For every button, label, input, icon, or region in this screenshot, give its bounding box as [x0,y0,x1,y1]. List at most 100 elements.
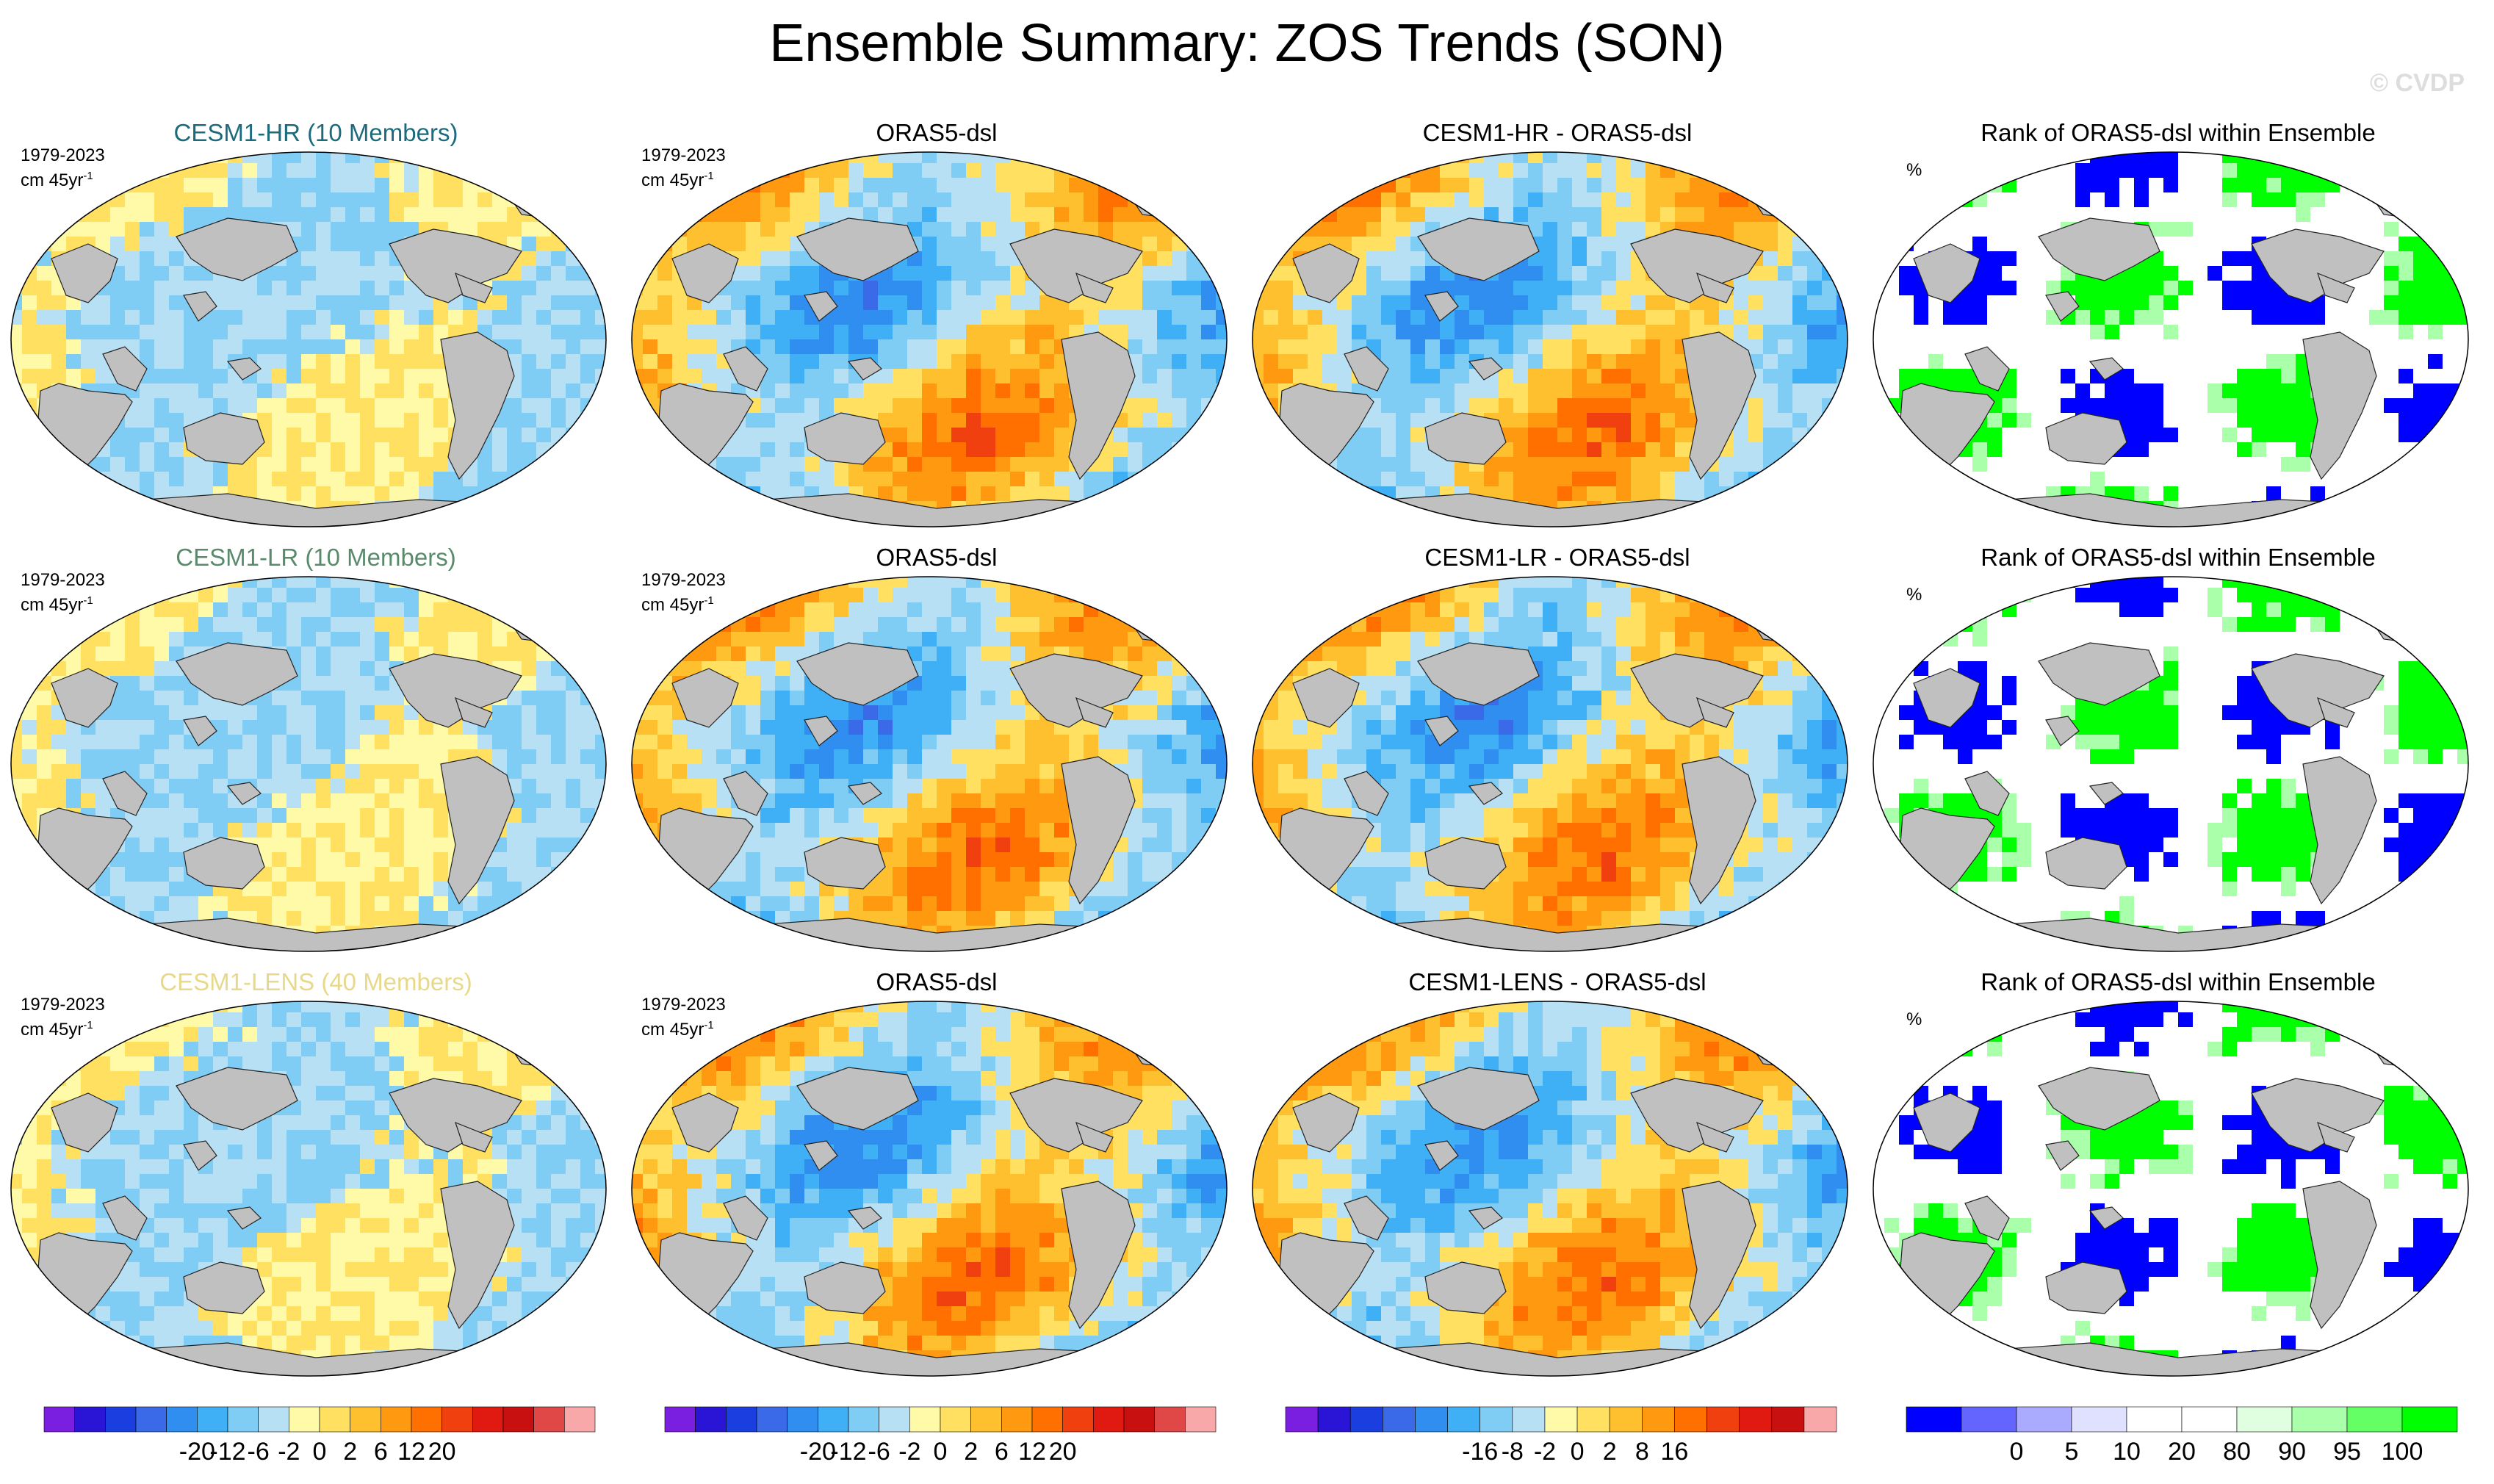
ocean-field [632,152,1227,527]
field-cell [11,602,22,617]
field-cell [169,428,184,442]
field-cell [2017,354,2031,369]
field-cell [154,178,169,192]
field-cell [404,325,419,339]
field-cell [702,339,716,354]
field-cell [951,295,966,310]
field-cell [404,163,419,178]
field-cell [1186,295,1201,310]
field-cell [522,354,536,369]
field-cell [1025,486,1039,501]
field-cell [595,486,606,501]
field-cell [1704,516,1719,527]
field-cell [1616,163,1631,178]
obs-map [631,151,1228,527]
field-cell [657,207,672,222]
field-cell [1366,152,1381,163]
field-cell [2384,413,2399,428]
field-cell [463,617,477,632]
field-cell [2031,281,2046,295]
field-cell [1322,516,1337,527]
field-cell [716,457,731,472]
field-cell [1616,457,1631,472]
field-cell [1381,251,1396,266]
field-cell [1601,207,1616,222]
field-cell [404,516,419,527]
field-cell [1264,251,1278,266]
field-cell [580,428,595,442]
field-cell [702,486,716,501]
field-cell [1366,457,1381,472]
field-cell [1010,222,1025,237]
field-cell [536,617,551,632]
field-cell [834,281,848,295]
field-cell [507,602,522,617]
field-cell [1172,325,1186,339]
field-cell [2354,192,2369,207]
field-cell [1216,516,1227,527]
field-cell [595,354,606,369]
field-cell [1734,501,1748,516]
field-cell [1264,310,1278,325]
field-cell [110,501,125,516]
field-cell [389,339,404,354]
field-cell [110,281,125,295]
field-cell [2296,398,2310,413]
field-cell [51,339,66,354]
field-cell [2119,178,2134,192]
field-cell [1792,222,1807,237]
field-cell [1631,325,1646,339]
landmass [2038,217,2160,281]
field-cell [492,457,507,472]
field-cell [1010,178,1025,192]
field-cell [1837,222,1848,237]
field-cell [125,661,140,676]
field-cell [937,325,951,339]
field-cell [1253,486,1264,501]
field-cell [2443,207,2457,222]
field-cell [775,442,790,457]
field-cell [154,705,169,720]
field-cell [551,163,566,178]
field-cell [1381,237,1396,251]
field-cell [716,339,731,354]
field-cell [1216,251,1227,266]
field-cell [1572,152,1587,163]
field-cell [2369,152,2384,163]
field-cell [1308,310,1322,325]
field-cell [1987,251,2002,266]
field-cell [1455,383,1469,398]
field-cell [775,281,790,295]
field-cell [272,339,286,354]
field-cell [2428,266,2443,281]
field-cell [1293,237,1308,251]
field-cell [1381,383,1396,398]
field-cell [1899,442,1914,457]
field-cell [2266,310,2281,325]
field-cell [1557,152,1572,163]
field-cell [1914,501,1928,516]
field-cell [375,779,389,793]
field-cell [1410,428,1425,442]
field-cell [286,617,301,632]
field-cell [632,163,643,178]
field-cell [595,501,606,516]
ocean-field [1253,152,1848,527]
field-cell [1972,516,1987,527]
field-cell [2090,310,2105,325]
field-cell [595,602,606,617]
field-cell [419,457,433,472]
field-cell [1646,222,1660,237]
field-cell [522,705,536,720]
field-cell [1748,178,1763,192]
field-cell [404,354,419,369]
field-cell [1778,163,1792,178]
field-cell [1054,178,1069,192]
field-cell [169,516,184,527]
field-cell [1216,266,1227,281]
field-cell [2413,354,2428,369]
field-cell [257,793,272,808]
field-cell [1253,266,1264,281]
field-cell [1631,486,1646,501]
field-cell [1646,442,1660,457]
